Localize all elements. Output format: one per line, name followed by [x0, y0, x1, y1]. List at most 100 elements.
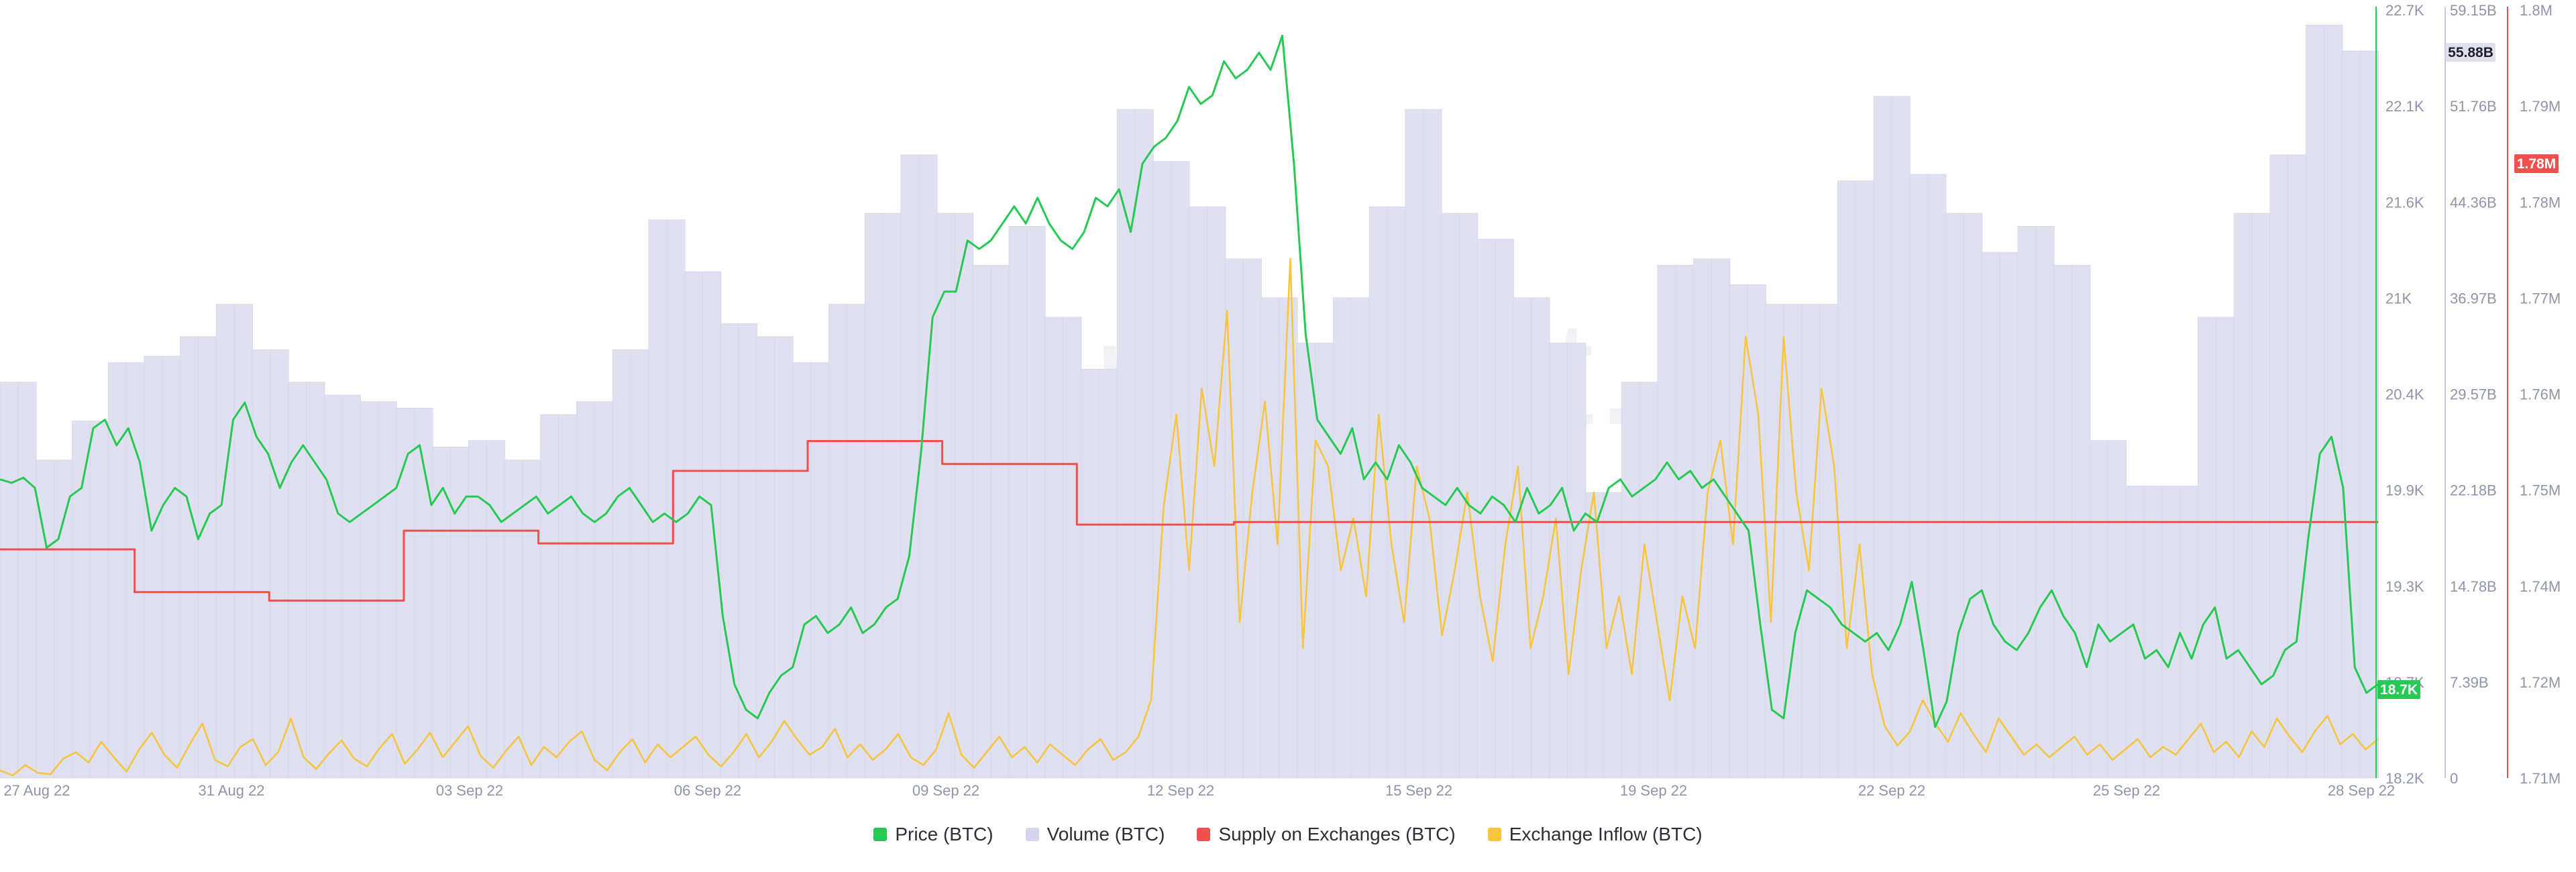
volume-bar	[1909, 174, 1929, 779]
volume-bar	[594, 401, 614, 779]
volume-bar	[2306, 24, 2325, 779]
volume-bar	[1134, 109, 1154, 779]
x-tick-label: 15 Sep 22	[1385, 782, 1452, 799]
volume-axis-tick-label: 7.39B	[2450, 674, 2489, 691]
volume-bar	[1693, 258, 1713, 779]
volume-badge-bg	[2446, 43, 2496, 62]
price-line	[0, 34, 2379, 728]
legend-label-supply: Supply on Exchanges (BTC)	[1218, 824, 1456, 844]
supply-badge-text: 1.78M	[2517, 156, 2556, 172]
volume-bar	[2180, 486, 2199, 779]
volume-axis-tick-label: 51.76B	[2450, 98, 2497, 115]
x-tick-label: 27 Aug 22	[3, 782, 70, 799]
legend-item-inflow[interactable]: Exchange Inflow (BTC)	[1487, 824, 1703, 845]
legend-label-inflow: Exchange Inflow (BTC)	[1509, 824, 1703, 844]
volume-bar	[144, 356, 163, 779]
volume-bar	[558, 414, 578, 779]
supply-axis-tick-label: 1.77M	[2520, 290, 2561, 307]
volume-bar	[233, 304, 253, 779]
volume-bar	[1423, 109, 1442, 779]
volume-bar	[2216, 317, 2235, 779]
volume-bar	[1098, 368, 1118, 779]
legend-item-supply[interactable]: Supply on Exchanges (BTC)	[1197, 824, 1456, 845]
volume-bar	[918, 154, 938, 779]
volume-bar	[2035, 225, 2055, 779]
volume-bar	[2288, 154, 2307, 779]
volume-bar	[2017, 225, 2037, 779]
volume-bar	[684, 271, 704, 779]
volume-bar	[1981, 252, 2000, 779]
x-tick-label: 09 Sep 22	[912, 782, 979, 799]
volume-bar	[900, 154, 920, 779]
supply-axis-tick-label: 1.78M	[2520, 194, 2561, 211]
x-tick-label: 28 Sep 22	[2328, 782, 2395, 799]
volume-bar	[2251, 213, 2271, 779]
price-axis-tick-label: 18.2K	[2385, 770, 2424, 787]
volume-bar	[2107, 440, 2127, 779]
supply-axis-tick-label: 1.8M	[2520, 2, 2553, 19]
volume-bar	[89, 421, 109, 779]
volume-bar	[72, 421, 91, 779]
volume-axis-tick-label: 59.15B	[2450, 2, 2497, 19]
x-tick-label: 19 Sep 22	[1620, 782, 1687, 799]
price-axis-tick-label: 22.1K	[2385, 98, 2424, 115]
volume-bar	[107, 362, 127, 779]
volume-bar	[936, 213, 956, 779]
volume-bar	[1729, 284, 1748, 779]
supply-axis-tick-label: 1.75M	[2520, 482, 2561, 499]
x-tick-label: 31 Aug 22	[198, 782, 264, 799]
volume-bar	[1368, 206, 1388, 779]
legend-item-price[interactable]: Price (BTC)	[873, 824, 994, 845]
volume-bar	[1387, 206, 1406, 779]
volume-bar	[1837, 180, 1857, 779]
legend-swatch-supply	[1197, 828, 1211, 841]
volume-bar	[1855, 180, 1874, 779]
supply-axis-tick-label: 1.72M	[2520, 674, 2561, 691]
series-lines	[0, 34, 2379, 777]
x-tick-label: 06 Sep 22	[674, 782, 741, 799]
volume-bar	[1585, 492, 1605, 779]
volume-bar	[882, 213, 902, 779]
volume-bar	[576, 401, 596, 779]
volume-bar	[1279, 297, 1298, 779]
volume-bar	[1405, 109, 1424, 779]
price-badge-bg	[2377, 680, 2420, 699]
volume-bar	[540, 414, 559, 779]
price-axis-tick-label: 19.3K	[2385, 578, 2424, 595]
volume-bar	[1747, 284, 1766, 779]
price-axis-tick-label: 22.7K	[2385, 2, 2424, 19]
volume-bar	[2161, 486, 2181, 779]
volume-bar	[1026, 225, 1046, 779]
volume-bar	[2143, 486, 2163, 779]
volume-bar	[1603, 492, 1622, 779]
price-axis-tick-label: 21.6K	[2385, 194, 2424, 211]
volume-bar	[846, 304, 865, 779]
supply-axis-tick-label: 1.74M	[2520, 578, 2561, 595]
volume-bar	[738, 323, 757, 779]
volume-bar	[864, 213, 883, 779]
axis-value-badges: 55.88B 18.7K 1.78M	[2377, 43, 2559, 699]
volume-bar	[2198, 317, 2217, 779]
volume-bar	[1891, 96, 1911, 779]
price-axis-tick-label: 20.4K	[2385, 386, 2424, 403]
volume-bar	[2269, 154, 2289, 779]
volume-bar	[810, 362, 830, 779]
volume-bar	[486, 440, 505, 779]
legend-item-volume[interactable]: Volume (BTC)	[1025, 824, 1165, 845]
volume-bar	[198, 336, 217, 779]
volume-bar	[2090, 440, 2109, 779]
supply-axis-tick-label: 1.79M	[2520, 98, 2561, 115]
axes: 22.7K 22.1K 21.6K 21K 20.4K 19.9K 19.3K 18.7K 18…	[2375, 2, 2561, 787]
volume-axis-tick-label: 0	[2450, 770, 2458, 787]
volume-bar	[162, 356, 181, 779]
inflow-line	[0, 258, 2379, 777]
volume-bar	[1008, 225, 1028, 779]
volume-bar	[828, 304, 848, 779]
x-tick-label: 12 Sep 22	[1147, 782, 1214, 799]
volume-bar	[180, 336, 199, 779]
volume-bar	[17, 382, 37, 779]
volume-bar	[1873, 96, 1892, 779]
supply-axis-tick-label: 1.71M	[2520, 770, 2561, 787]
volume-bar	[1315, 343, 1334, 779]
volume-bar	[468, 440, 488, 779]
